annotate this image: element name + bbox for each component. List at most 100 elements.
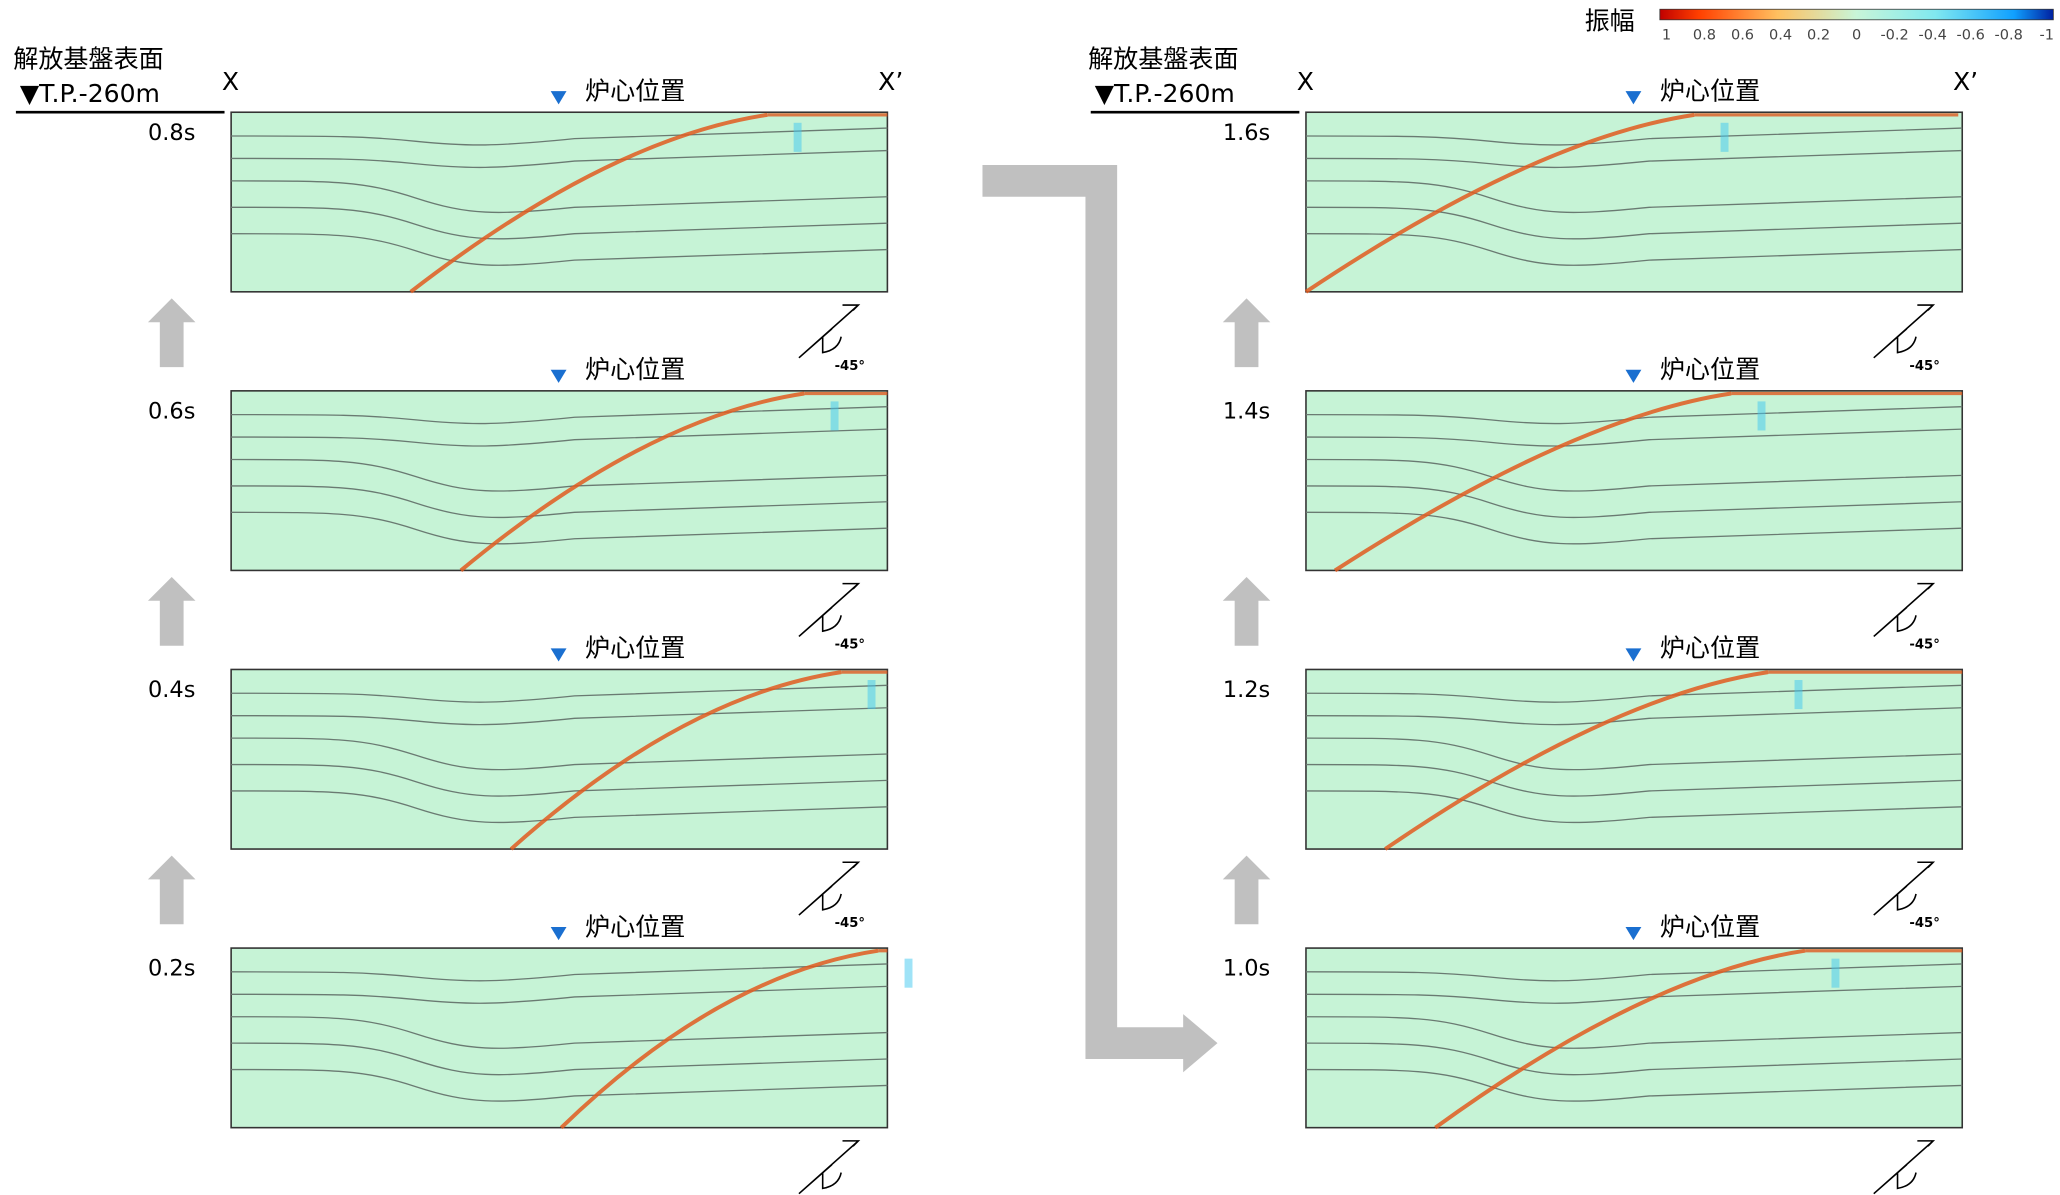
wave-blue [1831, 958, 1840, 988]
core-label: 炉心位置 [1660, 355, 1760, 384]
wave-front [1333, 391, 1732, 573]
layer-line [231, 485, 888, 519]
angle-label: -45° [1909, 916, 1939, 931]
colorbar-label: 0.2 [1807, 28, 1830, 44]
layer-line [1305, 458, 1963, 492]
wave-front [559, 948, 879, 1130]
layer-line [231, 1068, 888, 1102]
layer-line [231, 790, 888, 824]
panel [230, 390, 889, 572]
layer-line [1305, 1042, 1963, 1076]
core-marker [1625, 926, 1642, 941]
layer-line [231, 127, 888, 146]
core-label: 炉心位置 [585, 355, 685, 384]
up-arrow [147, 298, 196, 368]
core-label: 炉心位置 [1660, 76, 1760, 105]
time-label: 0.8s [148, 120, 195, 146]
core-label: 炉心位置 [1660, 634, 1760, 663]
colorbar-label: -0.6 [1957, 28, 1985, 44]
layer-line [231, 985, 888, 1004]
core-marker [550, 369, 567, 383]
core-marker [1625, 91, 1642, 105]
colorbar-label: 0.6 [1731, 28, 1754, 44]
layer-line [1305, 149, 1963, 169]
layer-line [231, 428, 888, 447]
wave-front [1384, 670, 1769, 851]
layer-line [1305, 485, 1963, 519]
layer-line [231, 1042, 888, 1076]
time-label: 0.6s [148, 398, 195, 424]
colorbar-label: -0.8 [1995, 28, 2023, 44]
wave-front [1434, 948, 1806, 1130]
layer-line [1305, 1016, 1963, 1049]
layer-line [1305, 428, 1963, 447]
layer-line [231, 963, 888, 982]
up-arrow [1222, 855, 1271, 925]
core-label: 炉心位置 [1660, 912, 1760, 941]
colorbar-title: 振幅 [1585, 6, 1635, 35]
colorbar-label: -0.4 [1918, 28, 1946, 44]
wave-blue [1720, 122, 1729, 152]
layer-line [1305, 790, 1963, 824]
wave-blue [1757, 401, 1766, 431]
core-label: 炉心位置 [585, 912, 685, 941]
wave-front [459, 391, 805, 572]
layer-line [231, 737, 888, 771]
colorbar-label: 0 [1852, 28, 1861, 44]
level-label: ▼T.P.-260m [20, 79, 160, 108]
angle-icon [798, 1140, 861, 1195]
core-marker [550, 648, 567, 662]
layer-line [1305, 985, 1963, 1004]
angle-icon [1873, 582, 1936, 638]
layer-line [1305, 707, 1963, 726]
wave-blue [904, 958, 913, 988]
layer-line [231, 707, 888, 726]
up-arrow [1222, 298, 1271, 368]
time-label: 0.2s [148, 956, 195, 982]
wave-blue [1794, 680, 1803, 710]
layer-line [231, 684, 888, 703]
colorbar-label: -1 [2039, 28, 2053, 44]
core-marker [550, 926, 567, 941]
panel [230, 668, 889, 850]
wave-blue [867, 680, 876, 710]
surface-label: 解放基盤表面 [13, 45, 163, 74]
layer-line [1305, 684, 1963, 703]
layer-line [231, 149, 888, 169]
wave-blue [793, 122, 802, 152]
angle-icon [798, 861, 861, 916]
angle-label: -45° [835, 637, 865, 652]
x-start: X [1297, 67, 1314, 96]
wave-front [1304, 112, 1695, 294]
layer-line [1305, 963, 1963, 982]
x-end: X’ [1953, 67, 1978, 96]
angle-icon [1873, 861, 1936, 916]
time-label: 0.4s [148, 677, 195, 703]
angle-icon [798, 304, 861, 359]
angle-icon [1873, 1140, 1936, 1195]
layer-line [231, 763, 888, 797]
core-marker [1625, 648, 1642, 662]
layer-line [231, 406, 888, 425]
core-marker [550, 91, 567, 105]
angle-label: -45° [835, 359, 865, 374]
colorbar-label: 1 [1662, 28, 1671, 44]
layer-line [1305, 127, 1963, 146]
layer-line [1305, 180, 1963, 214]
panel [230, 111, 889, 293]
flow-arrow-head [1183, 1014, 1218, 1073]
panel [1305, 668, 1964, 850]
x-start: X [222, 67, 239, 96]
layer-line [231, 511, 888, 545]
layer-line [1305, 406, 1963, 425]
layer-line [1305, 737, 1963, 771]
angle-icon [1873, 304, 1936, 359]
up-arrow [1222, 577, 1271, 646]
layer-line [1305, 511, 1963, 545]
wave-front [509, 670, 842, 851]
angle-label: -45° [1909, 637, 1939, 652]
layer-line [231, 233, 888, 266]
colorbar-label: 0.4 [1769, 28, 1792, 44]
angle-label: -45° [1909, 359, 1939, 374]
panel [1305, 947, 1964, 1129]
